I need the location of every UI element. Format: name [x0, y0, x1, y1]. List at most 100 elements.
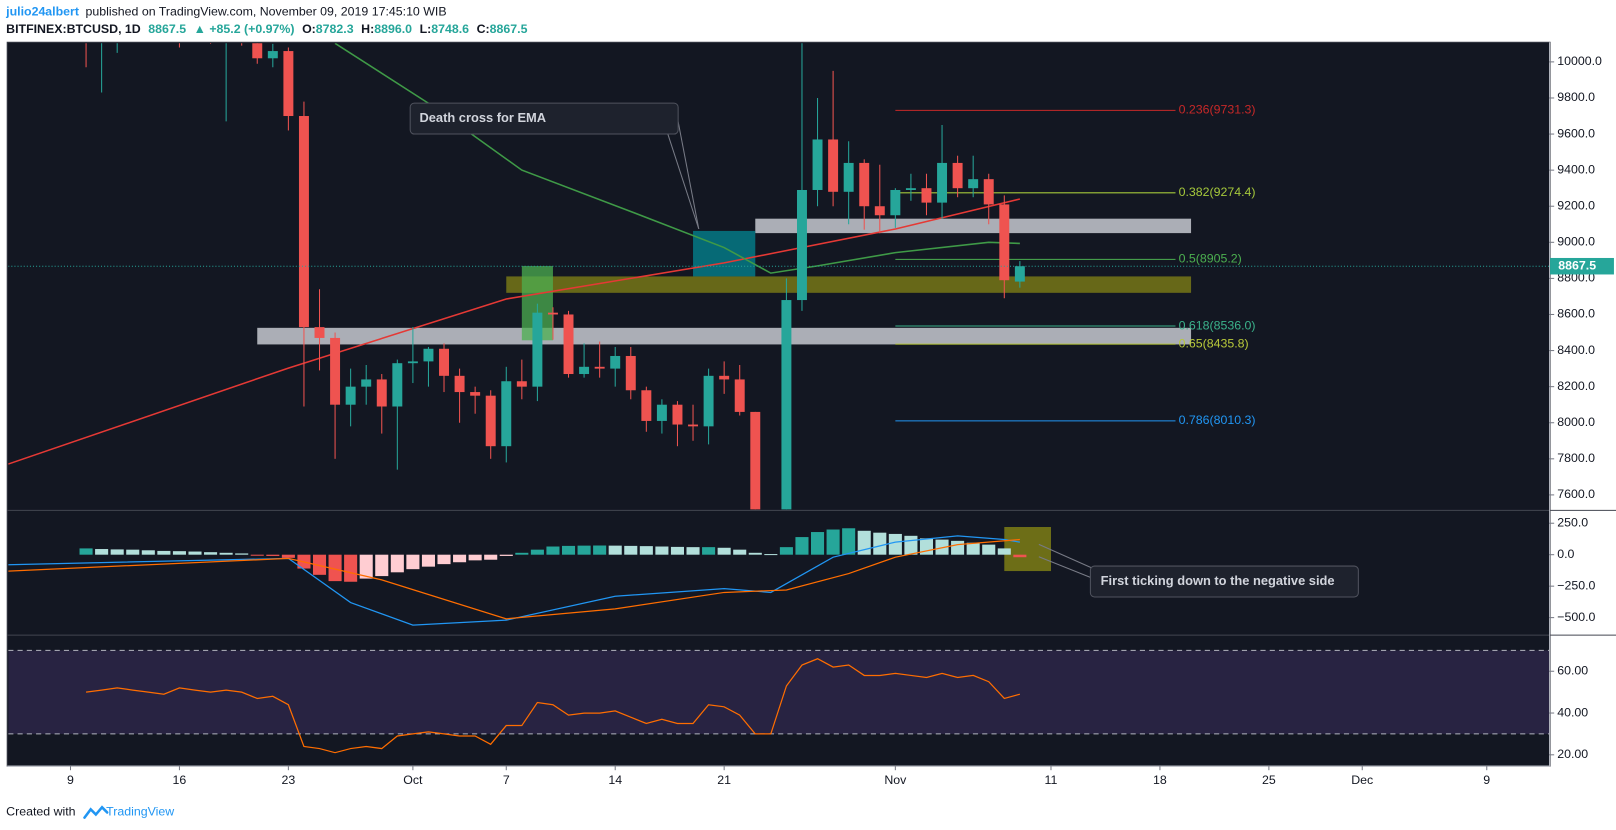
macd-hist-bar	[235, 553, 249, 555]
macd-hist-bar	[141, 550, 155, 555]
y-tick-label: 9600.0	[1557, 126, 1595, 140]
ohlc-label: L:	[420, 22, 432, 36]
y-tick-label: 0.0	[1557, 547, 1574, 561]
candle-body	[672, 404, 683, 425]
zone	[755, 218, 1192, 234]
ohlc-label: H:	[361, 22, 374, 36]
last: 8867.5	[148, 22, 186, 36]
candle-body	[470, 392, 481, 396]
macd-hist-bar	[904, 535, 918, 555]
callout-text: First ticking down to the negative side	[1101, 573, 1335, 588]
macd-hist-bar	[873, 532, 887, 555]
candle-body	[439, 348, 449, 376]
candle-body	[516, 381, 527, 387]
candle-body	[703, 375, 714, 427]
macd-hist-bar	[1013, 554, 1027, 558]
x-tick-label: 25	[1262, 773, 1276, 787]
fib-label: 0.382(9274.4)	[1179, 185, 1256, 199]
macd-hist-bar	[686, 547, 700, 555]
footer-brand: TradingView	[106, 805, 174, 819]
macd-hist-bar	[810, 532, 825, 555]
candle-body	[796, 189, 807, 301]
x-tick-label: 21	[717, 773, 731, 787]
macd-hist-bar	[624, 545, 638, 555]
macd-hist-bar	[219, 552, 233, 555]
candle-body	[547, 312, 558, 315]
symbol: BITFINEX:BTCUSD, 1D	[6, 22, 141, 36]
candle-body	[330, 337, 341, 405]
macd-hist-bar	[764, 554, 778, 556]
x-tick-label: Nov	[884, 773, 907, 787]
macd-hist-bar	[266, 554, 280, 556]
fib-label: 0.786(8010.3)	[1179, 413, 1256, 427]
macd-hist-bar	[639, 546, 653, 555]
macd-hist-bar	[281, 554, 295, 558]
macd-hist-bar	[779, 547, 793, 555]
candle-body	[999, 204, 1010, 281]
macd-hist-bar	[95, 549, 109, 555]
macd-panel	[8, 527, 1051, 626]
y-tick-label: 40.00	[1557, 705, 1588, 719]
macd-hist-bar	[126, 549, 140, 555]
ohlc-label: O:	[302, 22, 316, 36]
callout-death-cross: Death cross for EMA	[409, 102, 700, 230]
callout-pointer	[1038, 556, 1091, 578]
x-tick-label: 16	[173, 773, 187, 787]
ema-line	[8, 198, 1021, 465]
macd-hist-bar	[951, 540, 965, 555]
y-tick-label: 7600.0	[1557, 487, 1595, 501]
ohlc-value: 8867.5	[490, 22, 528, 36]
rsi-panel	[8, 649, 1550, 754]
y-tick-label: −250.0	[1557, 578, 1595, 592]
macd-hist-bar	[530, 549, 544, 555]
y-tick-label: 9800.0	[1557, 90, 1595, 104]
candle-body	[688, 424, 699, 427]
candle-body	[968, 179, 979, 189]
candle-body	[719, 375, 730, 380]
x-tick-label: 9	[67, 773, 74, 787]
x-tick-label: Oct	[403, 773, 423, 787]
y-tick-label: 60.00	[1557, 664, 1588, 678]
candle-body	[376, 379, 387, 407]
macd-hist-bar	[826, 529, 840, 555]
zone	[1004, 527, 1051, 572]
macd-hist-bar	[670, 546, 685, 555]
macd-hist-bar	[421, 554, 435, 567]
macd-hist-bar	[110, 549, 124, 555]
fib-label: 0.65(8435.8)	[1179, 336, 1249, 350]
macd-hist-bar	[250, 554, 264, 556]
candle-body	[532, 312, 543, 387]
macd-hist-bar	[966, 542, 980, 555]
macd-hist-bar	[437, 554, 451, 565]
y-tick-label: 9400.0	[1557, 162, 1595, 176]
candle-body	[656, 404, 667, 421]
last-price-label: 8867.5	[1558, 258, 1596, 272]
y-tick-label: 10000.0	[1557, 54, 1602, 68]
plot-background	[6, 41, 1551, 767]
zone	[693, 230, 756, 277]
macd-hist-bar	[375, 554, 389, 577]
candle-body	[423, 348, 434, 362]
macd-hist-bar	[204, 552, 218, 555]
macd-hist-bar	[157, 550, 171, 555]
macd-hist-bar	[468, 554, 482, 561]
macd-hist-bar	[499, 554, 513, 556]
x-tick-label: 7	[503, 773, 510, 787]
candle-body	[625, 355, 636, 391]
macd-hist-bar	[328, 554, 342, 582]
candle-body	[641, 390, 652, 421]
price-panel: 0.236(9731.3) 0.382(9274.4) 0.5(8905.2) 0.6…	[8, 43, 1550, 510]
candle-body	[859, 162, 870, 207]
macd-hist-bar	[561, 545, 576, 555]
macd-hist-bar	[717, 547, 731, 555]
fib-label: 0.5(8905.2)	[1179, 252, 1242, 266]
candle-body	[1014, 266, 1025, 282]
published: published on TradingView.com, November 0…	[86, 5, 447, 19]
macd-hist-bar	[188, 551, 202, 555]
candle-body	[610, 355, 621, 369]
macd-hist-bar	[593, 545, 607, 555]
candle-body	[937, 162, 948, 203]
candle-body	[890, 189, 901, 216]
candle-body	[843, 162, 854, 192]
